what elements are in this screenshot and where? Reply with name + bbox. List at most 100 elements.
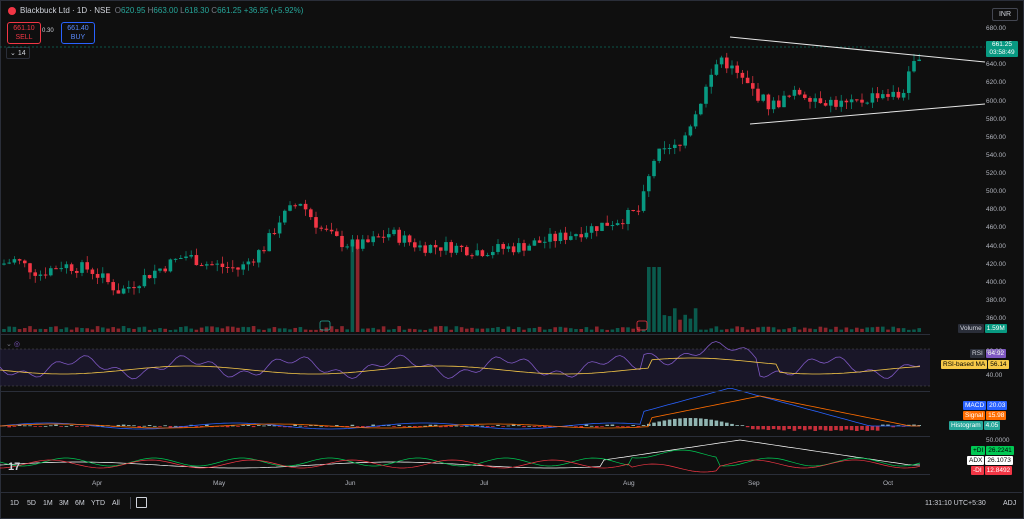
- timeframe-all[interactable]: All: [112, 500, 120, 507]
- histogram-bar: [855, 426, 859, 431]
- macd-line: [0, 388, 920, 430]
- volume-bar: [210, 326, 214, 332]
- volume-bar: [475, 328, 479, 332]
- histogram-bar: [652, 422, 656, 426]
- volume-bar: [756, 327, 760, 332]
- candle: [657, 148, 661, 161]
- candle: [558, 232, 563, 242]
- candle: [808, 97, 812, 102]
- histogram-bar: [823, 426, 828, 431]
- volume-bar: [480, 328, 485, 332]
- volume-bar: [335, 329, 339, 332]
- currency-selector[interactable]: INR: [991, 8, 1018, 21]
- candle: [777, 100, 781, 108]
- volume-bar: [735, 326, 739, 332]
- macd-legend: MACD 20.03: [963, 401, 1008, 410]
- timeframe-6m[interactable]: 6M: [75, 500, 85, 507]
- symbol-title[interactable]: Blackbuck Ltd · 1D · NSE: [20, 6, 111, 15]
- volume-bar: [158, 328, 162, 332]
- volume-bar: [782, 329, 786, 332]
- volume-bar: [376, 329, 381, 332]
- timeframe-ytd[interactable]: YTD: [91, 500, 105, 507]
- calendar-icon[interactable]: [136, 497, 147, 508]
- histogram-bar: [543, 426, 547, 428]
- volume-bar: [860, 328, 864, 332]
- histogram-bar: [537, 426, 542, 427]
- histogram-bar: [194, 426, 199, 427]
- candle: [12, 259, 17, 263]
- volume-bar: [293, 327, 297, 332]
- histogram-bar: [595, 426, 599, 428]
- histogram-bar: [683, 418, 687, 426]
- volume-bar: [875, 326, 880, 332]
- volume-bar: [303, 329, 308, 332]
- volume-bar: [225, 326, 230, 332]
- timeframe-5d[interactable]: 5D: [27, 500, 36, 507]
- candle: [771, 100, 776, 110]
- candle: [855, 99, 859, 101]
- histogram-bar: [267, 425, 271, 426]
- timeframe-1d[interactable]: 1D: [10, 500, 19, 507]
- candle: [418, 245, 422, 248]
- volume-bar: [340, 326, 344, 332]
- histogram-bar: [756, 426, 760, 430]
- histogram-bar: [449, 426, 453, 427]
- buy-button[interactable]: 661.40 BUY: [61, 22, 95, 44]
- chevron-down-icon: ⌄: [10, 50, 16, 57]
- last-price-badge: 661.25 03:58:49: [986, 41, 1018, 57]
- timeframe-3m[interactable]: 3M: [59, 500, 69, 507]
- volume-bar: [17, 329, 22, 332]
- candle: [241, 264, 245, 270]
- macd-histogram: [2, 418, 921, 431]
- histogram-bar: [433, 424, 438, 426]
- volume-bar: [428, 328, 433, 332]
- candle: [95, 273, 100, 278]
- pane-separator[interactable]: [0, 391, 930, 392]
- timeframe-1m[interactable]: 1M: [43, 500, 53, 507]
- histogram-bar: [605, 424, 609, 426]
- trendline-upper: [729, 36, 986, 63]
- candle: [527, 245, 531, 251]
- candle: [439, 247, 443, 251]
- candle: [121, 288, 126, 294]
- histogram-bar: [168, 426, 173, 428]
- volume-bar: [901, 328, 906, 332]
- signal-line: [0, 395, 920, 429]
- candle: [756, 88, 760, 101]
- candle: [647, 176, 651, 192]
- candle: [693, 114, 698, 127]
- candle: [553, 233, 557, 242]
- candle: [236, 267, 240, 270]
- histogram-bar: [277, 426, 282, 427]
- histogram-bar: [600, 426, 604, 427]
- candle: [7, 262, 11, 264]
- clock[interactable]: 11:31:10 UTC+5:30: [925, 500, 986, 507]
- sell-button[interactable]: 661.10 SELL: [7, 22, 41, 44]
- volume-bar: [605, 329, 609, 332]
- candle: [267, 233, 271, 252]
- candle: [381, 236, 386, 238]
- volume-bar: [199, 327, 204, 332]
- pane-separator[interactable]: [0, 334, 930, 335]
- candle: [766, 94, 771, 110]
- volume-bar: [558, 326, 563, 332]
- histogram-bar: [366, 426, 370, 427]
- volume-bar: [402, 329, 407, 332]
- pane-separator[interactable]: [0, 474, 930, 475]
- histogram-bar: [860, 426, 864, 430]
- pane-separator[interactable]: [0, 436, 930, 437]
- histogram-bar: [158, 426, 162, 427]
- earnings-marker: [636, 320, 648, 331]
- volume-bar: [329, 326, 334, 332]
- volume-bar: [95, 326, 100, 332]
- adj-toggle[interactable]: ADJ: [1003, 500, 1017, 507]
- candle: [543, 241, 547, 243]
- histogram-bar: [121, 424, 126, 426]
- rsi-pane-controls[interactable]: ⌄ ◎: [6, 341, 20, 348]
- indicators-toggle[interactable]: ⌄ 14: [6, 47, 30, 59]
- histogram-bar: [740, 425, 745, 427]
- signal-label: Signal: [963, 411, 986, 420]
- ohlc-values: O620.95 H663.00 L618.30 C661.25 +36.95 (…: [114, 6, 304, 15]
- volume-bar: [579, 329, 583, 332]
